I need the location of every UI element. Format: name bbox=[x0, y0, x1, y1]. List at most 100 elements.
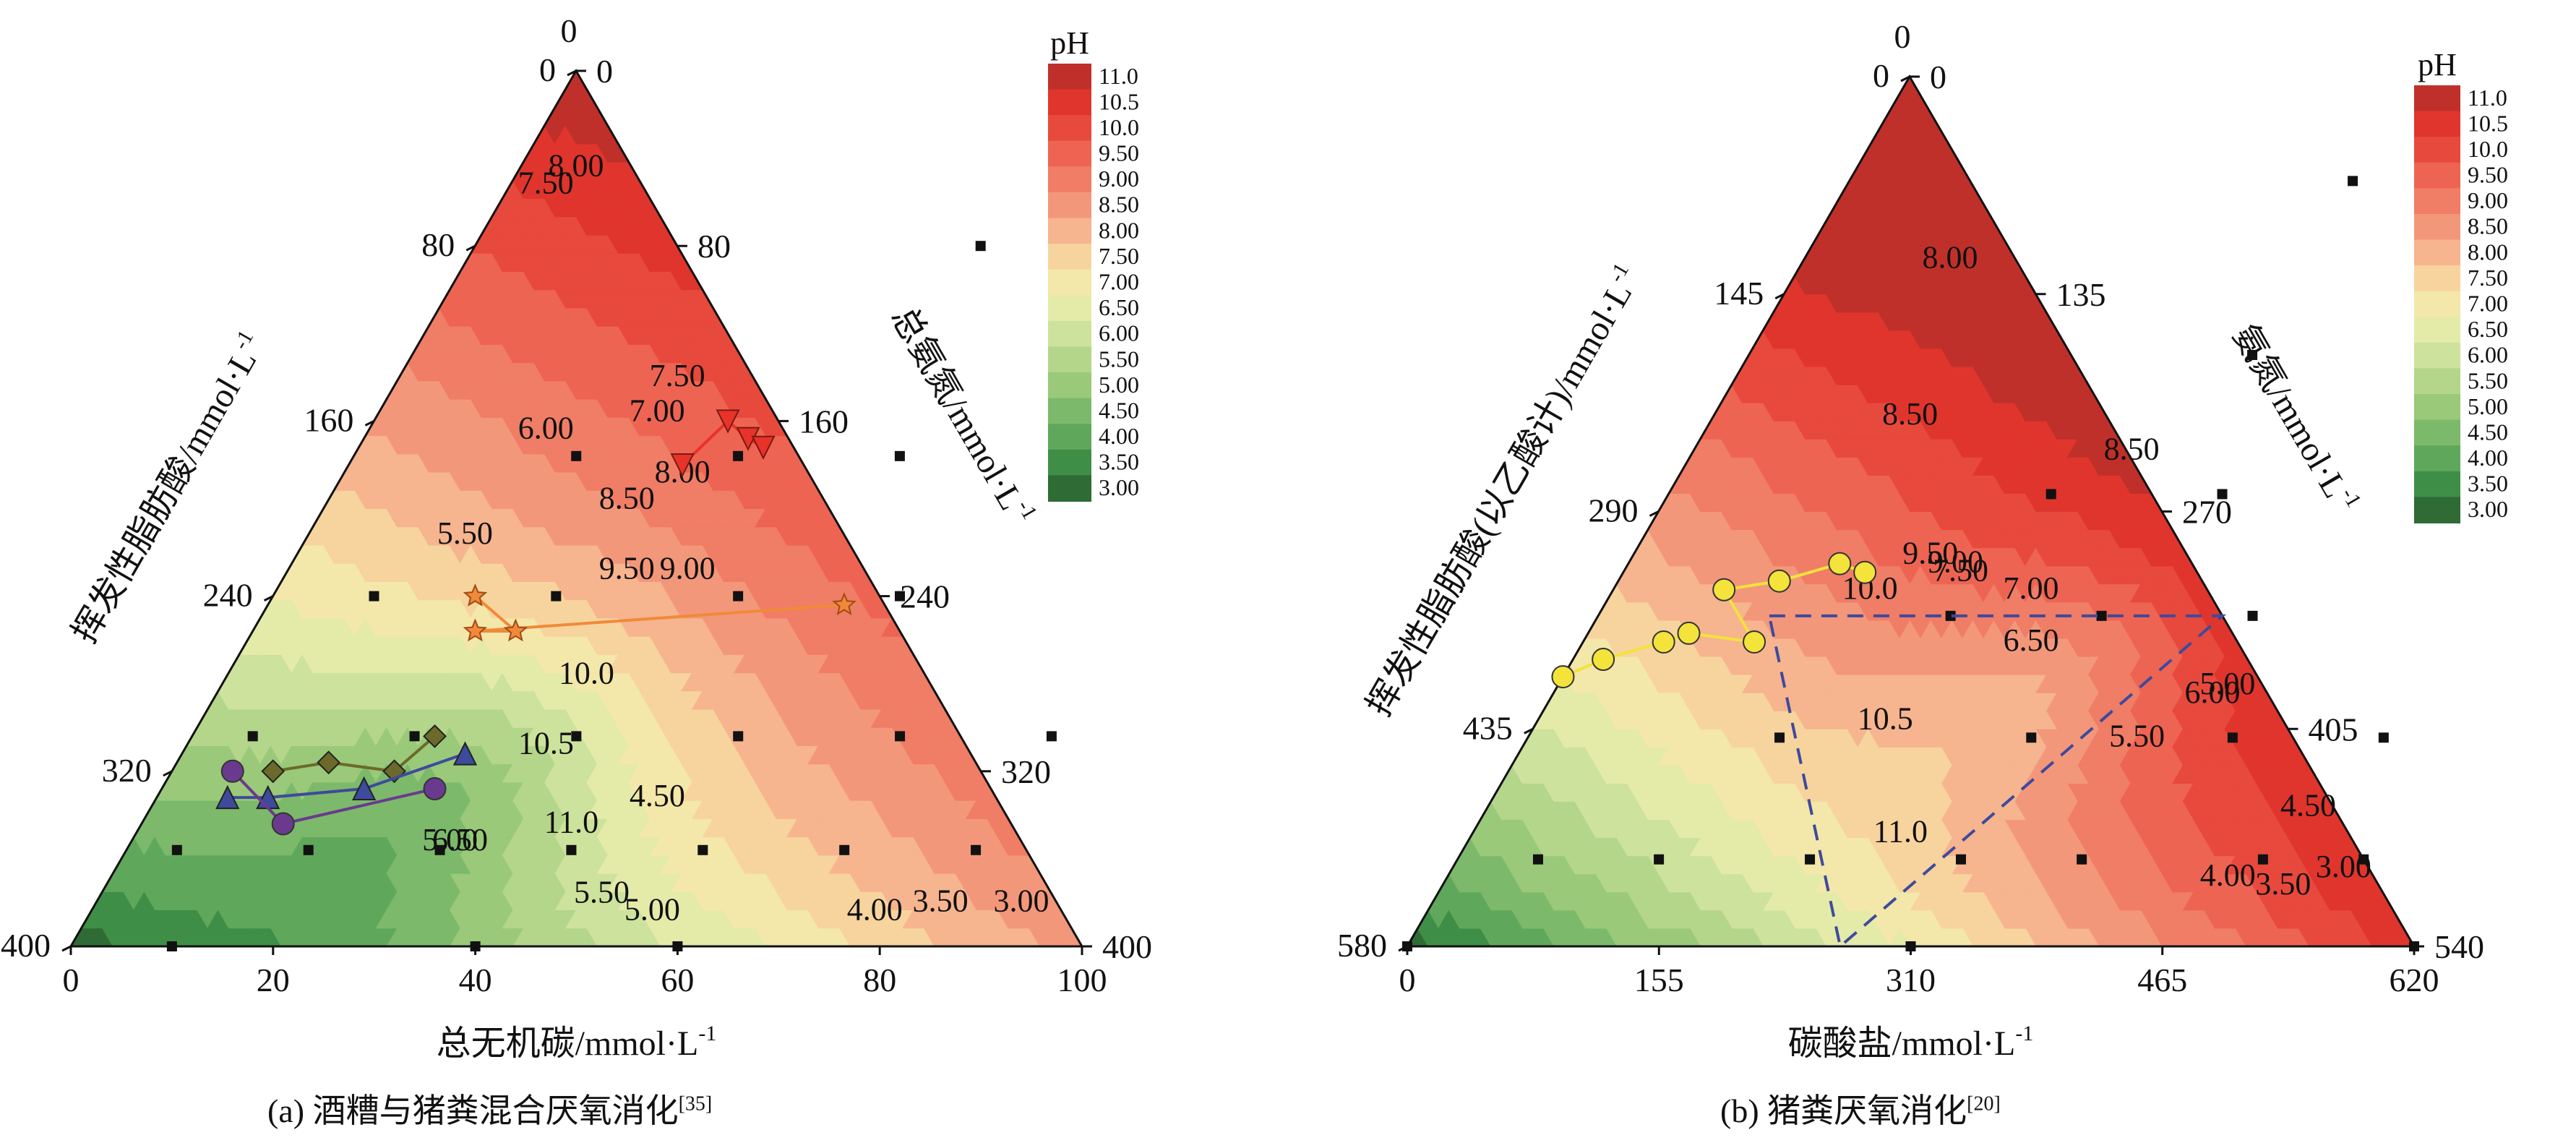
sample-dot bbox=[894, 450, 905, 461]
bottom-tick-label: 40 bbox=[459, 962, 492, 998]
left-tick-label: 400 bbox=[1, 927, 51, 964]
sample-dot bbox=[171, 844, 182, 855]
left-tick-label: 580 bbox=[1337, 927, 1387, 964]
sample-dot bbox=[895, 731, 906, 742]
sample-dot bbox=[2358, 854, 2369, 865]
contour-labels: 11.010.510.09.509.008.508.007.507.006.50… bbox=[422, 147, 1049, 927]
colorbar-tick-label: 6.50 bbox=[1099, 294, 1139, 320]
sample-dot bbox=[975, 241, 986, 252]
contour-label: 5.00 bbox=[2199, 666, 2255, 701]
contour-label: 8.00 bbox=[1923, 240, 1978, 275]
colorbar-segment bbox=[1048, 64, 1091, 90]
colorbar-segment bbox=[2414, 317, 2460, 343]
sample-dot bbox=[1945, 610, 1956, 621]
contour-label: 5.50 bbox=[2109, 718, 2165, 753]
colorbar-tick-label: 11.0 bbox=[2468, 85, 2507, 111]
sample-dot bbox=[971, 844, 982, 855]
marker-diamond bbox=[261, 759, 285, 784]
marker-diamond bbox=[317, 750, 341, 775]
right-tick-label: 400 bbox=[1102, 928, 1152, 965]
left-tick-label: 320 bbox=[102, 752, 152, 789]
contour-label: 5.50 bbox=[437, 515, 493, 551]
contour-label: 8.50 bbox=[599, 481, 655, 516]
left-tick-label: 0 bbox=[539, 51, 556, 88]
contour-label: 7.50 bbox=[1933, 553, 1988, 588]
sample-dot bbox=[369, 591, 379, 602]
colorbar-title: pH bbox=[1050, 25, 1089, 61]
bottom-tick-label: 465 bbox=[2137, 962, 2187, 998]
colorbar-segment bbox=[1048, 269, 1091, 296]
caption-b-text: 猪粪厌氧消化 bbox=[1767, 1092, 1967, 1129]
left-tick-label: 435 bbox=[1463, 709, 1513, 746]
contour-label: 6.00 bbox=[518, 411, 574, 446]
colorbar-tick-label: 9.00 bbox=[1099, 166, 1139, 192]
colorbar: 11.010.510.09.509.008.508.007.507.006.50… bbox=[1048, 25, 1139, 502]
marker-circle bbox=[423, 777, 447, 801]
sample-dot bbox=[571, 450, 582, 461]
colorbar-tick-label: 4.50 bbox=[1099, 397, 1139, 423]
caption-a-prefix: (a) bbox=[267, 1092, 313, 1129]
sample-dot bbox=[1774, 732, 1785, 743]
sample-dot bbox=[2045, 489, 2056, 500]
bottom-tick-label: 155 bbox=[1634, 962, 1684, 998]
ternary-frame bbox=[69, 69, 1084, 948]
colorbar-tick-label: 7.00 bbox=[1099, 269, 1139, 295]
bottom-tick-label: 0 bbox=[1399, 962, 1416, 998]
sample-points bbox=[1402, 176, 2419, 951]
colorbar-tick-label: 5.00 bbox=[2468, 393, 2508, 419]
caption-b-ref: [20] bbox=[1967, 1092, 2001, 1116]
contour-label: 5.50 bbox=[574, 874, 630, 909]
sample-dot bbox=[1654, 854, 1665, 865]
marker-star bbox=[503, 618, 528, 642]
sample-dot bbox=[894, 591, 905, 602]
series-path bbox=[272, 735, 436, 773]
colorbar-title: pH bbox=[2418, 47, 2457, 82]
contour-labels: 11.010.510.09.009.508.507.506.505.505.00… bbox=[1842, 240, 2371, 902]
sample-dot bbox=[1956, 854, 1966, 865]
marker-star bbox=[832, 592, 856, 615]
colorbar-tick-label: 5.50 bbox=[1099, 346, 1139, 372]
marker-circle bbox=[1853, 560, 1877, 584]
ph-contour-fill bbox=[1407, 77, 2414, 946]
colorbar-tick-label: 8.00 bbox=[2468, 239, 2508, 265]
colorbar-tick-label: 8.50 bbox=[2468, 213, 2508, 239]
marker-triangle-up bbox=[352, 776, 377, 801]
colorbar-segment bbox=[1048, 372, 1091, 399]
contour-label: 9.00 bbox=[660, 550, 716, 586]
sample-dot bbox=[2247, 349, 2258, 360]
apex-zero-label: 0 bbox=[561, 12, 578, 49]
right-tick-label: 405 bbox=[2309, 711, 2358, 748]
sample-dot bbox=[1532, 854, 1543, 865]
bottom-tick-label: 20 bbox=[257, 962, 290, 998]
colorbar-tick-label: 6.00 bbox=[1099, 320, 1139, 346]
sample-dot bbox=[733, 591, 744, 602]
colorbar-segment bbox=[1048, 449, 1091, 476]
sample-dot bbox=[839, 844, 850, 855]
colorbar-tick-label: 6.50 bbox=[2468, 316, 2508, 342]
colorbar-segment bbox=[2414, 85, 2460, 112]
colorbar-tick-label: 9.50 bbox=[2468, 162, 2508, 188]
sample-dot bbox=[733, 731, 744, 742]
colorbar-tick-label: 3.00 bbox=[2468, 496, 2508, 522]
right-tick-label: 540 bbox=[2434, 928, 2484, 965]
colorbar-segment bbox=[2414, 137, 2460, 163]
sample-dot bbox=[2227, 732, 2238, 743]
contour-label: 5.00 bbox=[624, 892, 680, 928]
marker-circle bbox=[1828, 552, 1852, 575]
right-tick-label: 0 bbox=[1930, 59, 1946, 95]
sample-dot bbox=[409, 731, 420, 742]
colorbar-tick-label: 7.50 bbox=[2468, 265, 2508, 291]
left-tick bbox=[465, 244, 476, 252]
marker-triangle-up bbox=[215, 784, 240, 810]
marker-circle bbox=[1652, 630, 1675, 654]
ternary-panel-b: 0 155 310 465 620580435290145054040527013500… bbox=[1337, 18, 2508, 1063]
colorbar-segment bbox=[2414, 497, 2460, 523]
right-tick-label: 135 bbox=[2056, 276, 2106, 313]
left-tick-label: 0 bbox=[1873, 57, 1889, 94]
sample-points bbox=[166, 241, 1057, 951]
ph-contour-fill bbox=[71, 71, 1082, 946]
series-path bbox=[227, 752, 466, 800]
data-series bbox=[1551, 552, 1877, 689]
colorbar-segment bbox=[1048, 398, 1091, 425]
